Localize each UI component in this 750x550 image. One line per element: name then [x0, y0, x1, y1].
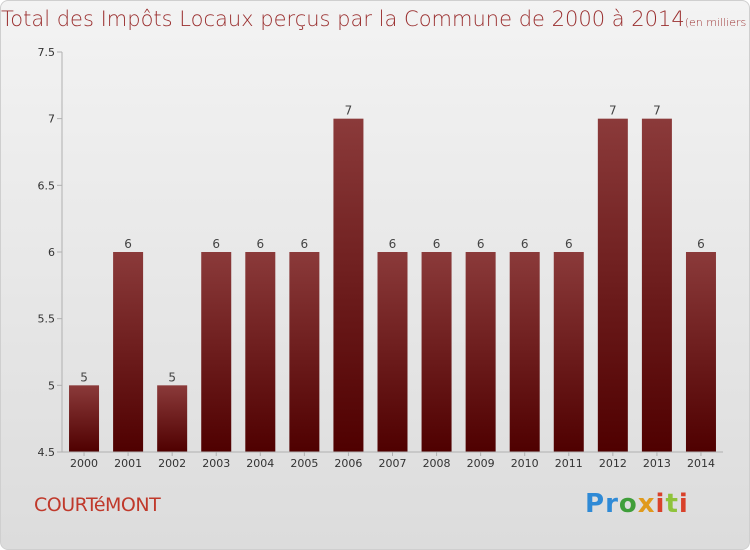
- y-tick-label: 5: [48, 379, 55, 392]
- data-label-2007: 6: [389, 237, 397, 251]
- x-tick-label: 2012: [599, 457, 627, 470]
- bar-2002: [157, 385, 188, 452]
- y-tick-label: 6.5: [38, 179, 56, 192]
- bar-2003: [201, 252, 232, 452]
- x-tick-label: 2009: [467, 457, 495, 470]
- x-tick-label: 2011: [555, 457, 583, 470]
- commune-name: COURTéMONT: [34, 494, 161, 516]
- x-tick-label: 2002: [158, 457, 186, 470]
- bar-2009: [465, 252, 496, 452]
- data-label-2011: 6: [565, 237, 573, 251]
- x-tick-label: 2008: [423, 457, 451, 470]
- data-label-2009: 6: [477, 237, 485, 251]
- bar-2008: [421, 252, 452, 452]
- data-label-2001: 6: [124, 237, 132, 251]
- chart-title-main: Total des Impôts Locaux perçus par la Co…: [1, 7, 685, 31]
- data-label-2002: 5: [168, 370, 176, 384]
- data-label-2000: 5: [80, 370, 88, 384]
- bar-2007: [377, 252, 408, 452]
- x-tick-label: 2005: [290, 457, 318, 470]
- chart-title-unit: (en milliers d'€): [684, 16, 749, 29]
- chart-title: Total des Impôts Locaux perçus par la Co…: [1, 7, 749, 31]
- data-label-2014: 6: [697, 237, 705, 251]
- bar-2010: [509, 252, 540, 452]
- y-tick-label: 7.5: [38, 46, 56, 59]
- bar-2005: [289, 252, 320, 452]
- y-tick-label: 7: [48, 113, 55, 126]
- data-label-2013: 7: [653, 104, 661, 118]
- y-tick-label: 4.5: [38, 446, 56, 459]
- x-tick-label: 2003: [202, 457, 230, 470]
- data-label-2012: 7: [609, 104, 617, 118]
- bar-2014: [685, 252, 716, 452]
- data-label-2004: 6: [256, 237, 264, 251]
- x-tick-label: 2001: [114, 457, 142, 470]
- bars: 5 6 5 6 6 6 7 6 6 6 6 6 7 7 6: [69, 104, 716, 453]
- proxiti-logo: Proxiti: [585, 489, 689, 519]
- x-tick-label: 2013: [643, 457, 671, 470]
- x-axis: 2000 2001 2002 2003 2004 2005 2006 2007 2008 2009…: [62, 451, 723, 470]
- bar-2011: [553, 252, 584, 452]
- bar-2013: [641, 118, 672, 453]
- x-tick-label: 2006: [334, 457, 362, 470]
- bar-2012: [597, 118, 628, 453]
- x-tick-label: 2000: [70, 457, 98, 470]
- bar-2004: [245, 252, 276, 452]
- y-tick-label: 5.5: [38, 313, 56, 326]
- data-label-2008: 6: [433, 237, 441, 251]
- x-tick-label: 2014: [687, 457, 715, 470]
- x-tick-label: 2007: [379, 457, 407, 470]
- bar-2001: [113, 252, 144, 452]
- y-tick-label: 6: [48, 246, 55, 259]
- y-axis: 4.5 5 5.5 6 6.5 7 7.5: [38, 46, 63, 459]
- data-label-2005: 6: [301, 237, 309, 251]
- data-label-2003: 6: [212, 237, 220, 251]
- data-label-2006: 7: [345, 104, 353, 118]
- data-label-2010: 6: [521, 237, 529, 251]
- x-tick-label: 2004: [246, 457, 274, 470]
- bar-2006: [333, 118, 364, 453]
- bar-2000: [69, 385, 100, 452]
- x-tick-label: 2010: [511, 457, 539, 470]
